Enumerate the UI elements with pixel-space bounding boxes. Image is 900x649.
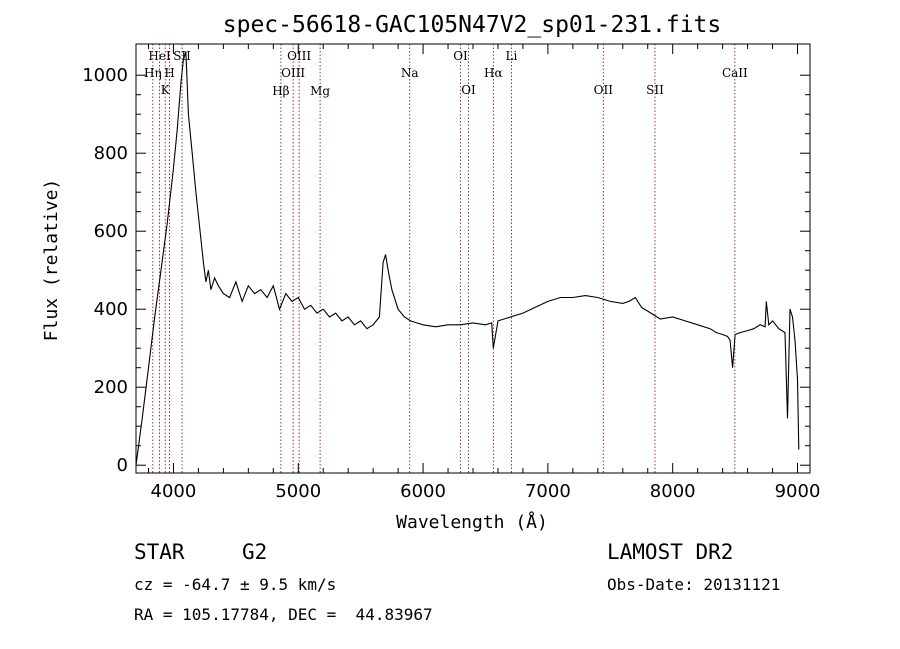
y-axis-label: Flux (relative): [41, 179, 62, 342]
marker-label-5: Hβ: [272, 84, 289, 98]
x-tick-label-8000: 8000: [650, 481, 696, 502]
marker-label-10: OI: [453, 49, 468, 63]
x-axis-label: Wavelength (Å): [396, 511, 548, 533]
y-tick-label-0: 0: [117, 455, 128, 476]
plot-frame: [135, 43, 811, 474]
survey-name: LAMOST DR2: [607, 540, 734, 564]
marker-label-3: H: [164, 66, 174, 80]
redshift-velocity: cz = -64.7 ± 9.5 km/s: [134, 575, 337, 594]
y-tick-label-1000: 1000: [82, 65, 128, 86]
marker-label-9: Na: [401, 66, 419, 80]
chart-title: spec-56618-GAC105N47V2_sp01-231.fits: [223, 12, 722, 38]
spectrum-line: [135, 51, 800, 466]
marker-label-12: Hα: [484, 66, 503, 80]
marker-label-4: SII: [173, 49, 191, 63]
marker-label-8: Mg: [310, 84, 330, 98]
object-class: STAR: [134, 540, 185, 564]
marker-label-0: HeI: [148, 49, 171, 63]
object-subclass: G2: [242, 540, 268, 564]
x-tick-label-9000: 9000: [775, 481, 821, 502]
y-tick-label-800: 800: [94, 143, 128, 164]
marker-label-16: CaII: [722, 66, 748, 80]
marker-label-13: Li: [506, 49, 518, 63]
y-tick-label-400: 400: [94, 299, 128, 320]
sky-coordinates: RA = 105.17784, DEC = 44.83967: [134, 605, 433, 624]
marker-label-7: OIII: [287, 49, 311, 63]
marker-label-14: OII: [594, 83, 614, 97]
axis-ticks: 4000 5000 6000 7000 8000 9000 0 200 400 600 800 100…: [82, 44, 820, 502]
x-tick-label-6000: 6000: [400, 481, 446, 502]
marker-label-2: K: [161, 83, 171, 97]
marker-label-15: SII: [646, 83, 664, 97]
marker-label-1: Hη: [144, 66, 162, 80]
x-tick-label-7000: 7000: [525, 481, 571, 502]
x-tick-label-4000: 4000: [151, 481, 197, 502]
marker-label-11: OI: [461, 83, 476, 97]
observation-date: Obs-Date: 20131121: [607, 575, 781, 594]
y-tick-label-600: 600: [94, 221, 128, 242]
y-tick-label-200: 200: [94, 377, 128, 398]
marker-label-6: OIII: [281, 66, 305, 80]
x-tick-label-5000: 5000: [275, 481, 321, 502]
